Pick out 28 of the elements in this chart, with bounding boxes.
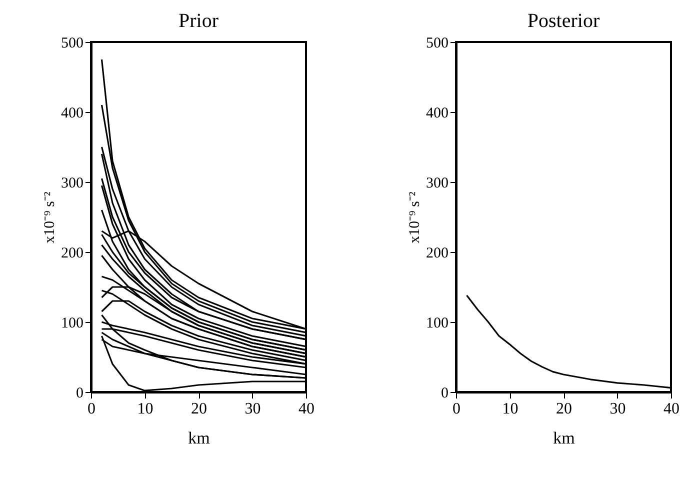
y-tick-label: 100 [61,316,84,332]
x-axis-title: km [553,428,575,448]
x-tick-label: 20 [556,400,572,418]
y-tick-label: 500 [61,36,84,52]
y-tick-label: 400 [61,106,84,122]
y-tick-label: 300 [426,176,448,192]
chart-title: Prior [178,10,219,32]
y-tick-label: 200 [61,246,84,262]
x-tick-label: 30 [244,400,261,418]
y-tick-label: 300 [61,176,84,192]
x-tick-label: 20 [191,400,207,418]
x-axis-title: km [188,428,210,448]
y-axis-title: x10⁻⁹ s⁻² [407,191,423,244]
x-tick-label: 0 [88,400,96,418]
y-tick-label: 0 [441,386,448,402]
y-tick-label: 500 [426,36,448,52]
y-tick-label: 100 [426,316,448,332]
y-tick-label: 200 [426,246,448,262]
y-tick-label: 0 [76,386,84,402]
x-tick-label: 30 [610,400,626,418]
x-tick-label: 40 [664,400,680,418]
y-axis-title: x10⁻⁹ s⁻² [42,191,58,244]
x-tick-label: 10 [137,400,154,418]
x-tick-label: 0 [452,400,460,418]
chart-title: Posterior [527,10,600,32]
x-tick-label: 40 [298,400,314,418]
x-tick-label: 10 [502,400,518,418]
y-tick-label: 400 [426,106,448,122]
